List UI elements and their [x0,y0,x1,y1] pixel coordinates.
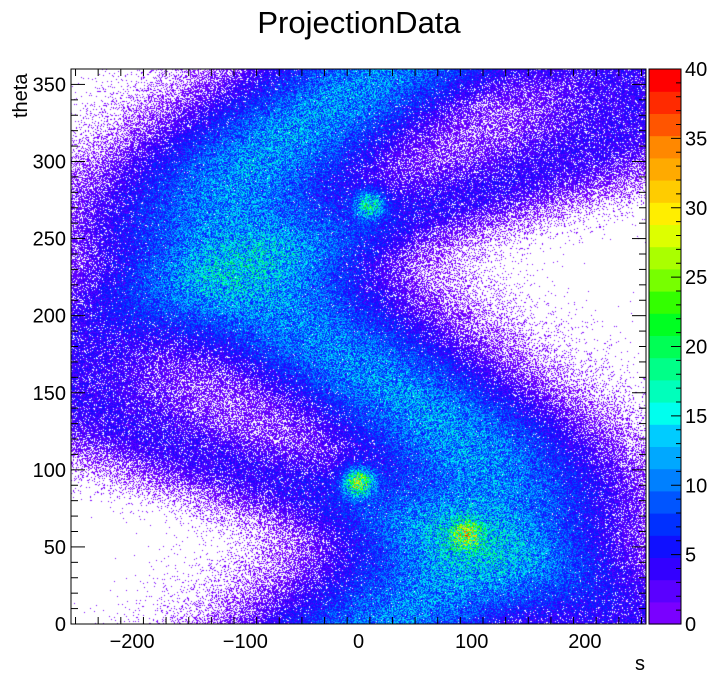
colorbar-tick-label: 0 [685,614,696,636]
colorbar: 0 5 10 15 20 25 30 35 40 [648,59,707,636]
colorbar-tick-label: 20 [685,337,707,359]
colorbar-segment [649,513,681,536]
x-tick-label: 100 [455,631,488,653]
colorbar-segment [649,601,681,625]
colorbar-segment [649,224,681,248]
colorbar-segment [649,313,681,336]
colorbar-tick-label: 15 [685,406,707,428]
colorbar-tick-label: 35 [685,128,707,150]
chart-title: ProjectionData [257,5,461,40]
y-tick-label: 200 [33,306,66,328]
colorbar-segment [649,135,681,159]
heatmap-image [71,69,646,624]
y-tick-label: 250 [33,229,66,251]
colorbar-segment [649,468,681,492]
y-tick-label: 50 [44,537,66,559]
colorbar-segment [649,91,681,114]
x-tick-label: 200 [568,631,601,653]
colorbar-tick-label: 25 [685,267,707,289]
y-tick-label: 350 [33,74,66,96]
colorbar-segment [649,357,681,381]
colorbar-segment [649,535,681,558]
x-axis-label: s [635,653,645,675]
y-axis: 0 50 100 150 200 250 300 350 [33,68,646,636]
colorbar-tick-label: 5 [685,545,696,567]
y-axis-label: theta [10,73,32,118]
colorbar-segment [649,579,681,603]
colorbar-tick-label: 40 [685,59,707,81]
colorbar-segment [649,180,681,203]
x-tick-label: −100 [223,631,268,653]
y-tick-label: 100 [33,460,66,482]
colorbar-segment [649,113,681,137]
colorbar-segment [649,157,681,181]
y-tick-label: 300 [33,152,66,174]
colorbar-segment [649,379,681,403]
y-tick-label: 150 [33,383,66,405]
colorbar-segment [649,402,681,425]
colorbar-segment [649,490,681,514]
colorbar-segment [649,424,681,447]
colorbar-segment [649,246,681,270]
colorbar-segment [649,291,681,314]
x-axis: −200 −100 0 100 200 [75,69,642,653]
x-tick-label: −200 [110,631,155,653]
colorbar-tick-label: 30 [685,198,707,220]
colorbar-segment [649,557,681,581]
colorbar-segment [649,446,681,470]
colorbar-segment [649,69,681,92]
y-tick-label: 0 [55,614,66,636]
x-tick-label: 0 [353,631,364,653]
colorbar-segment [649,268,681,292]
colorbar-segment [649,335,681,359]
colorbar-tick-label: 10 [685,475,707,497]
